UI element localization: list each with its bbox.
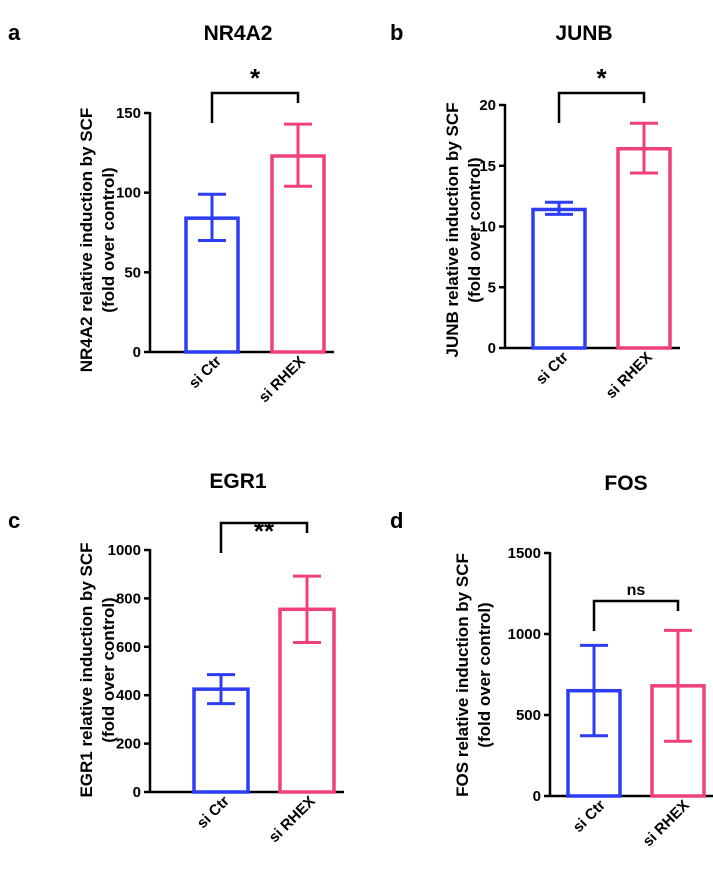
- y-axis-label-line: NR4A2 relative induction by SCF: [77, 108, 96, 373]
- panel-letter: b: [390, 20, 403, 45]
- y-axis-label: NR4A2 relative induction by SCF (fold ove…: [77, 108, 118, 373]
- chart-title: NR4A2: [204, 22, 273, 45]
- y-axis-label-line: JUNB relative induction by SCF: [443, 102, 462, 357]
- significance-bracket: [592, 599, 680, 631]
- y-tick-label: 0: [133, 344, 141, 361]
- category-label: si Ctr: [194, 793, 233, 832]
- y-tick-label: 50: [124, 264, 141, 281]
- chart-title: FOS: [604, 472, 647, 495]
- panel-letter: d: [390, 508, 403, 533]
- y-axis-label-line: EGR1 relative induction by SCF: [77, 542, 96, 797]
- y-axis-label-line: (fold over control): [465, 157, 484, 302]
- y-tick-label: 0: [533, 788, 541, 805]
- y-tick-label: 20: [479, 97, 496, 114]
- y-tick-label: 10: [479, 219, 496, 236]
- y-axis-label: EGR1 relative induction by SCF (fold over…: [77, 542, 118, 797]
- significance-label: ns: [627, 582, 646, 599]
- y-tick-label: 600: [116, 639, 141, 656]
- category-label: si RHEX: [266, 793, 319, 846]
- y-tick-label: 0: [488, 340, 496, 357]
- chart-title: JUNB: [555, 22, 612, 45]
- y-tick-label: 500: [516, 707, 541, 724]
- category-label: si Ctr: [186, 353, 225, 392]
- category-label: si RHEX: [640, 797, 693, 850]
- chart-panel-d: d FOS FOS relative induction by SCF (fold o…: [390, 472, 713, 850]
- panel-letter: a: [8, 20, 21, 45]
- y-tick-label: 150: [116, 105, 141, 122]
- y-axis-label-line: (fold over control): [99, 597, 118, 742]
- y-axis-label-line: (fold over control): [99, 167, 118, 312]
- significance-bracket: [219, 521, 309, 553]
- chart-panel-b: b JUNB JUNB relative induction by SCF (fold…: [390, 20, 680, 402]
- significance-label: **: [254, 516, 275, 546]
- y-axis-label: JUNB relative induction by SCF (fold over…: [443, 102, 484, 357]
- category-label: si Ctr: [533, 349, 572, 388]
- y-axis-label-line: (fold over control): [475, 602, 494, 747]
- significance-bracket: [210, 91, 300, 123]
- y-tick-label: 200: [116, 736, 141, 753]
- category-label: si RHEX: [256, 353, 309, 406]
- category-label: si RHEX: [603, 349, 656, 402]
- chart-title: EGR1: [209, 470, 267, 493]
- y-tick-label: 400: [116, 687, 141, 704]
- bar-si-ctr: [531, 207, 587, 350]
- chart-panel-a: a NR4A2 NR4A2 relative induction by SCF (fo…: [8, 20, 334, 406]
- significance-bracket: [557, 91, 646, 123]
- y-axis-label-line: FOS relative induction by SCF: [453, 553, 472, 797]
- y-tick-label: 1000: [108, 542, 141, 559]
- chart-panel-c: c EGR1 EGR1 relative induction by SCF (fold…: [8, 470, 344, 846]
- y-tick-label: 100: [116, 185, 141, 202]
- category-label: si Ctr: [570, 797, 609, 836]
- y-tick-label: 15: [479, 158, 496, 175]
- y-tick-label: 800: [116, 590, 141, 607]
- y-tick-label: 0: [133, 784, 141, 801]
- panel-letter: c: [8, 508, 20, 533]
- y-axis-label: FOS relative induction by SCF (fold over …: [453, 553, 494, 797]
- bar-si-rhex: [616, 146, 672, 350]
- significance-label: *: [596, 63, 607, 93]
- y-tick-label: 1000: [508, 626, 541, 643]
- y-tick-label: 5: [488, 279, 496, 296]
- y-tick-label: 1500: [508, 545, 541, 562]
- significance-label: *: [250, 63, 261, 93]
